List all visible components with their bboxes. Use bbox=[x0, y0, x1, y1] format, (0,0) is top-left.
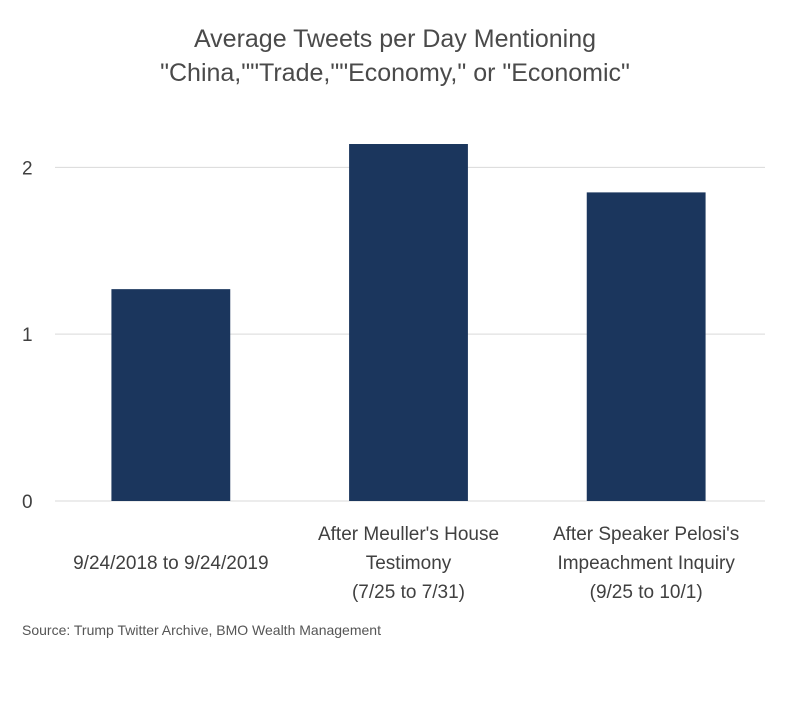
bar bbox=[349, 144, 468, 501]
y-tick-label: 1 bbox=[22, 325, 33, 346]
bar bbox=[111, 289, 231, 501]
y-tick-label: 0 bbox=[22, 492, 33, 513]
bar bbox=[586, 192, 706, 502]
y-tick-label: 2 bbox=[22, 158, 33, 179]
x-tick-label: 9/24/2018 to 9/24/2019 bbox=[73, 552, 269, 574]
x-tick-label: After Meuller's House Testimony (7/25 to… bbox=[317, 523, 500, 603]
x-tick-label: After Speaker Pelosi's Impeachment Inqui… bbox=[552, 523, 740, 603]
chart-title: Average Tweets per Day Mentioning "China… bbox=[160, 25, 630, 87]
source-note: Source: Trump Twitter Archive, BMO Wealt… bbox=[22, 622, 381, 638]
